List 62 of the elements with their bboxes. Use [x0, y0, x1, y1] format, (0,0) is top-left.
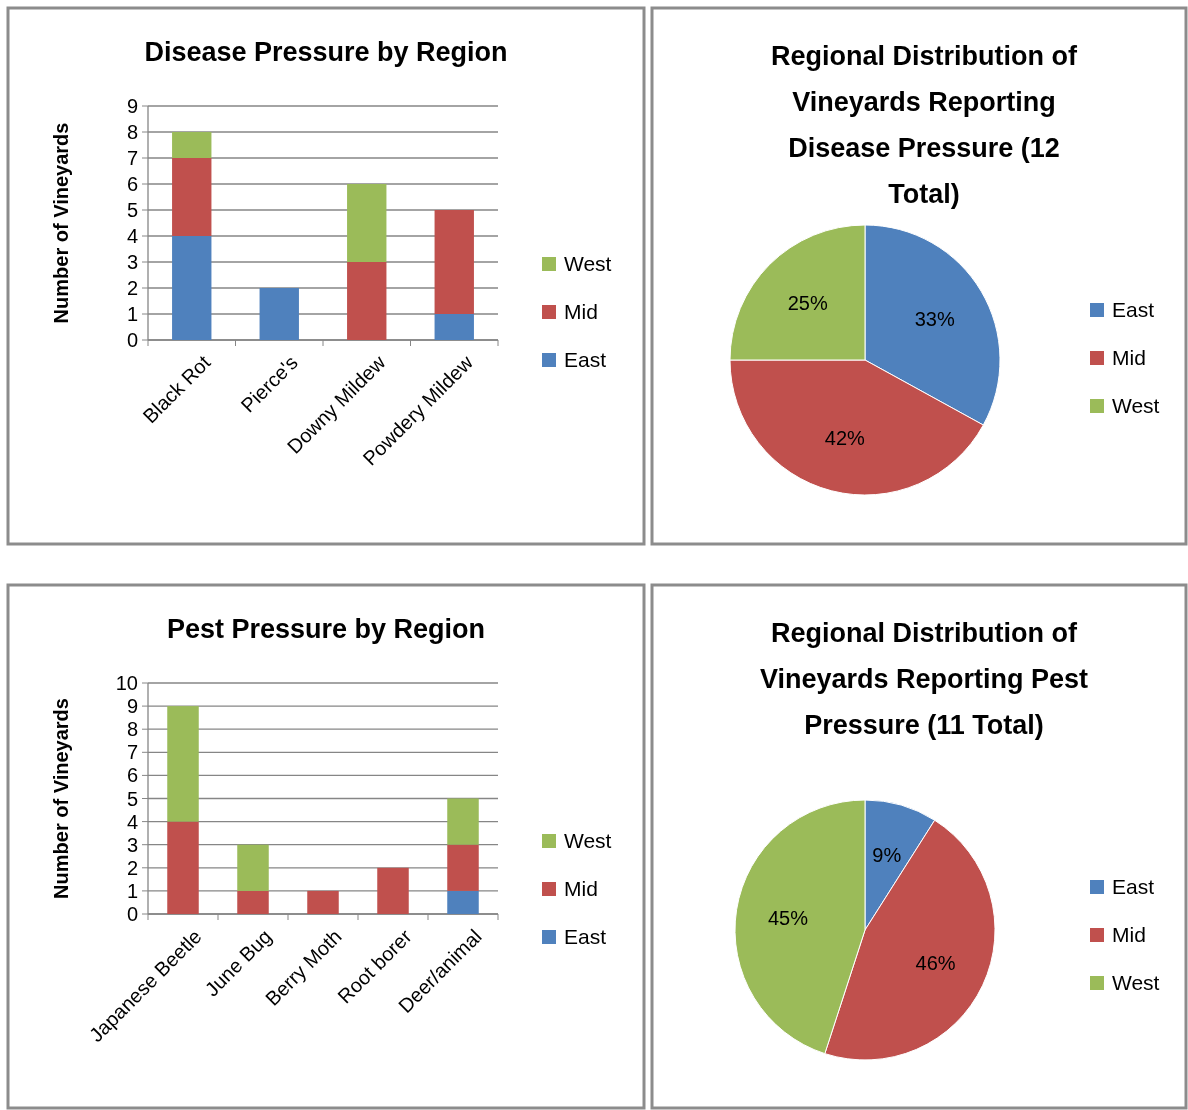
legend-label: Mid [1112, 346, 1146, 369]
y-tick-label: 6 [126, 173, 138, 195]
legend-label: Mid [564, 877, 598, 900]
y-tick-label: 7 [126, 147, 138, 169]
legend-label: Mid [564, 300, 598, 323]
bar [347, 262, 387, 340]
bar [377, 867, 409, 914]
bar [237, 844, 269, 891]
bar [172, 236, 212, 340]
y-tick-label: 0 [126, 329, 138, 351]
y-axis-title: Number of Vineyards [50, 122, 72, 324]
bar [434, 314, 474, 340]
legend-label: West [564, 252, 612, 275]
bar [347, 184, 387, 262]
legend-label: West [1112, 394, 1160, 417]
y-tick-label: 3 [126, 833, 138, 856]
legend-label: East [564, 925, 607, 948]
bar [172, 158, 212, 236]
chart-title: Regional Distribution of Vineyards Reporting Disease Pressure (12 Total) [771, 41, 1078, 209]
y-tick-label: 0 [126, 903, 138, 925]
legend-label: East [1112, 875, 1155, 898]
bar [447, 798, 479, 845]
legend-label: West [564, 829, 612, 852]
y-tick-label: 9 [126, 695, 138, 718]
y-tick-label: 10 [115, 672, 138, 694]
y-tick-label: 1 [126, 303, 138, 325]
y-tick-label: 4 [126, 225, 138, 247]
data-label: 46% [915, 952, 956, 975]
y-tick-label: 4 [126, 810, 138, 833]
data-label: 45% [767, 906, 809, 929]
y-tick-label: 5 [126, 787, 138, 810]
y-tick-label: 1 [126, 879, 138, 902]
y-tick-label: 2 [126, 277, 138, 299]
legend-label: East [564, 348, 607, 371]
data-label: 25% [787, 291, 828, 314]
y-tick-label: 9 [126, 95, 138, 117]
data-label: 9% [872, 844, 902, 867]
y-tick-label: 2 [126, 856, 138, 879]
y-tick-label: 3 [126, 251, 138, 273]
bar [167, 706, 199, 822]
legend-label: Mid [1112, 923, 1146, 946]
y-tick-label: 8 [126, 718, 138, 741]
bar [307, 890, 339, 914]
bar [167, 821, 199, 914]
chart-title: Disease Pressure by Region [144, 37, 508, 67]
bar [434, 210, 474, 314]
y-tick-label: 5 [126, 199, 138, 221]
y-tick-label: 8 [126, 121, 138, 143]
y-tick-label: 7 [126, 741, 138, 764]
bar [237, 890, 269, 914]
bar [447, 844, 479, 891]
legend-label: East [1112, 298, 1155, 321]
bar [259, 288, 299, 340]
data-label: 42% [824, 427, 866, 450]
y-axis-title: Number of Vineyards [50, 698, 72, 899]
data-label: 33% [914, 307, 955, 330]
y-tick-label: 6 [126, 764, 138, 787]
bar [172, 132, 212, 158]
bar [447, 890, 479, 914]
chart-title: Regional Distribution of Vineyards Reporting Pest Pressure (11 Total) [759, 618, 1089, 740]
legend-label: West [1112, 971, 1160, 994]
chart-title: Pest Pressure by Region [166, 614, 486, 644]
